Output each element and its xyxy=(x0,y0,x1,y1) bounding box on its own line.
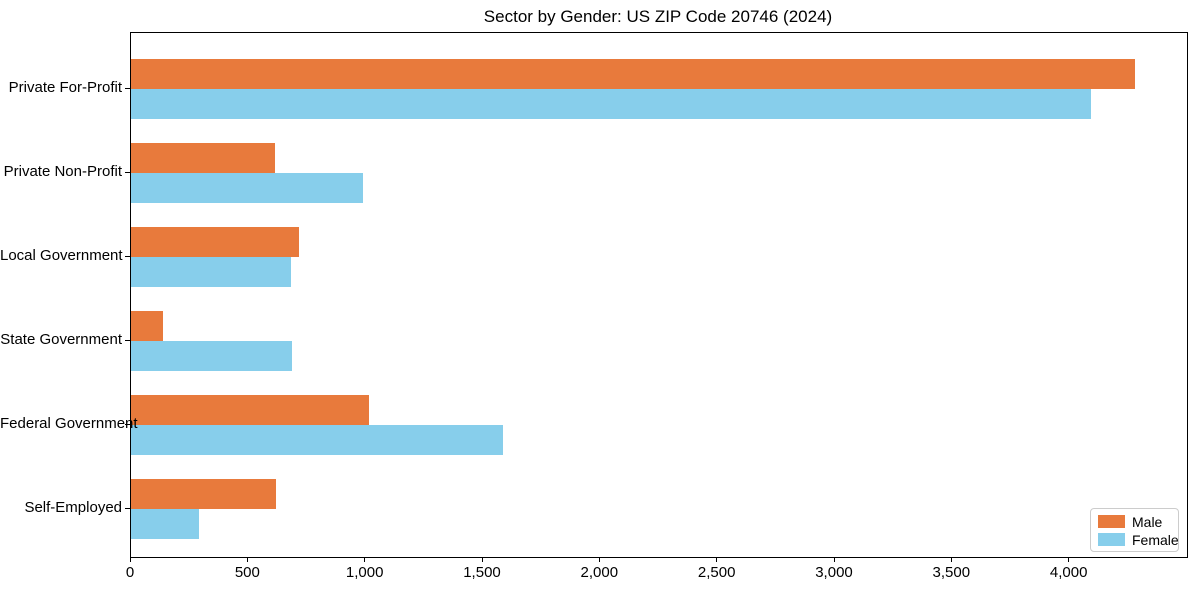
bar-male-2 xyxy=(131,142,276,173)
legend-swatch-male-icon xyxy=(1098,515,1125,528)
y-tick-mark xyxy=(125,171,130,173)
y-tick-label: State Government xyxy=(0,330,122,348)
bar-male-3 xyxy=(131,226,299,257)
y-tick-label: Local Government xyxy=(0,246,123,264)
bar-female-6 xyxy=(131,508,200,539)
bar-female-5 xyxy=(131,424,503,455)
chart-title: Sector by Gender: US ZIP Code 20746 (202… xyxy=(483,7,833,26)
x-tick-mark xyxy=(481,557,483,562)
x-tick-label: 500 xyxy=(234,564,260,581)
y-tick-mark xyxy=(125,423,130,425)
legend-label-female: Female xyxy=(1132,531,1179,548)
x-tick-mark xyxy=(833,557,835,562)
x-tick-label: 2,500 xyxy=(697,564,736,581)
legend-label-male: Male xyxy=(1132,513,1163,530)
x-tick-mark xyxy=(598,557,600,562)
y-tick-label: Private For-Profit xyxy=(8,78,122,96)
x-tick-mark xyxy=(129,557,131,562)
legend: Male Female xyxy=(1090,508,1179,552)
x-tick-label: 2,000 xyxy=(580,564,619,581)
y-tick-label: Self-Employed xyxy=(24,498,122,516)
y-tick-mark xyxy=(125,507,130,509)
bar-male-4 xyxy=(131,310,163,341)
x-tick-label: 4,000 xyxy=(1049,564,1088,581)
bar-male-6 xyxy=(131,478,277,509)
x-tick-mark xyxy=(716,557,718,562)
bar-female-1 xyxy=(131,88,1091,119)
y-tick-label: Private Non-Profit xyxy=(3,162,122,180)
x-tick-label: 1,500 xyxy=(463,564,501,581)
x-tick-label: 3,500 xyxy=(932,564,971,581)
x-tick-label: 1,000 xyxy=(345,564,384,581)
x-tick-mark xyxy=(246,557,248,562)
x-tick-label: 0 xyxy=(125,564,135,581)
x-tick-mark xyxy=(950,557,952,562)
x-tick-mark xyxy=(364,557,366,562)
bar-male-1 xyxy=(131,58,1136,89)
y-tick-mark xyxy=(125,255,130,257)
bar-male-5 xyxy=(131,394,370,425)
x-tick-label: 3,000 xyxy=(815,564,853,581)
legend-item-female: Female xyxy=(1098,532,1179,548)
y-tick-mark xyxy=(125,87,130,89)
legend-item-male: Male xyxy=(1098,513,1171,530)
x-tick-mark xyxy=(1068,557,1070,562)
legend-swatch-female-icon xyxy=(1098,533,1125,546)
bar-female-2 xyxy=(131,172,364,203)
bar-female-4 xyxy=(131,340,292,371)
plot-area xyxy=(130,32,1188,558)
y-tick-mark xyxy=(125,339,130,341)
y-tick-label: Federal Government xyxy=(0,414,138,432)
bar-female-3 xyxy=(131,256,291,287)
